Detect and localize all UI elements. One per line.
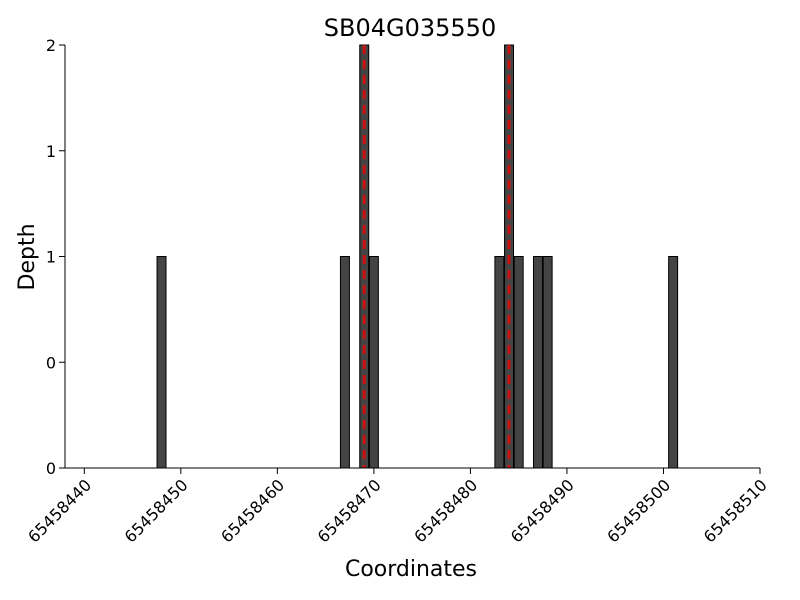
x-tick-label-7: 65458510: [700, 475, 771, 546]
x-tick-label-6: 65458500: [603, 475, 674, 546]
bar-3: [368, 256, 379, 469]
x-tick-label-2: 65458460: [217, 475, 288, 546]
x-tick-label-5: 65458490: [507, 475, 578, 546]
y-tick-label-4: 2: [46, 36, 56, 55]
bar-1: [339, 256, 350, 469]
x-axis-title: Coordinates: [345, 557, 477, 582]
markers-group: [362, 45, 511, 468]
bar-7: [532, 256, 543, 469]
bar-6: [513, 256, 524, 469]
x-tick-label-3: 65458470: [314, 475, 385, 546]
x-tick-label-0: 65458440: [24, 475, 95, 546]
x-tick-label-1: 65458450: [121, 475, 192, 546]
x-axis: 65458440 65458450 65458460 65458470 65458480…: [24, 467, 771, 546]
y-tick-label-3: 1: [46, 142, 56, 161]
y-tick-label-2: 1: [46, 248, 56, 267]
y-axis: 0 0 1 1 2: [46, 36, 66, 478]
y-tick-label-1: 0: [46, 353, 56, 372]
chart-title: SB04G035550: [324, 14, 496, 42]
bar-0: [156, 256, 167, 469]
bar-4: [494, 256, 505, 469]
bar-9: [668, 256, 679, 469]
y-tick-label-0: 0: [46, 459, 56, 478]
x-tick-label-4: 65458480: [410, 475, 481, 546]
bar-8: [542, 256, 553, 469]
y-axis-title: Depth: [15, 223, 40, 290]
bars-group: [156, 44, 679, 469]
